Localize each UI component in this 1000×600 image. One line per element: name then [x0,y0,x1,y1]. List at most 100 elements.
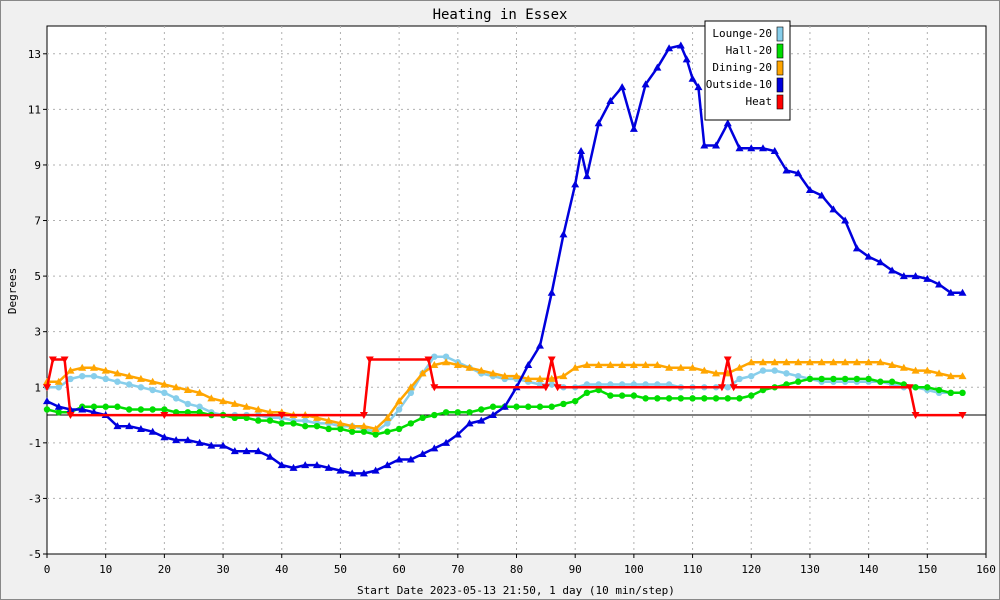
data-point [418,369,427,377]
data-point [688,363,697,371]
data-point [770,358,779,366]
data-point [183,386,192,394]
data-point [911,412,920,420]
data-point [230,447,239,455]
data-point [841,358,850,366]
data-point [101,366,110,374]
x-tick-label: 70 [451,563,464,576]
series-heat [43,356,967,420]
data-point [688,74,697,82]
data-point [841,375,849,383]
data-point [724,395,731,402]
data-point [430,361,439,369]
data-point [348,428,356,435]
y-tick-label: 11 [28,103,41,116]
data-point [336,466,345,474]
data-point [172,395,180,402]
data-point [406,383,415,391]
data-point [689,395,696,402]
data-point [899,272,908,280]
data-point [905,384,914,392]
data-point [935,280,944,288]
data-point [536,403,544,410]
data-point [553,384,562,392]
data-point [454,409,462,416]
data-point [465,363,474,371]
y-tick-label: 9 [34,159,41,172]
data-point [125,422,134,430]
data-point [547,356,556,364]
data-point [324,416,333,424]
data-point [817,358,826,366]
data-point [583,389,591,397]
data-point [125,406,133,413]
data-point [817,191,826,199]
data-point [618,83,627,91]
data-point [359,422,368,430]
data-point [864,358,873,366]
data-point [172,383,181,391]
data-point [606,361,615,369]
data-point [290,420,297,427]
data-point [818,375,825,383]
y-tick-label: 7 [34,215,41,228]
data-point [923,274,932,282]
data-point [207,394,216,402]
legend-swatch [776,60,784,76]
data-point [677,395,685,402]
data-point [90,372,98,380]
data-point [312,461,321,469]
data-point [500,402,509,410]
x-tick-label: 30 [216,563,229,576]
data-point [407,389,415,397]
data-point [735,144,744,152]
data-point [255,417,262,424]
data-point [629,124,638,132]
data-point [758,144,767,152]
data-point [783,370,790,377]
data-point [571,363,580,371]
data-point [160,433,169,441]
data-point [453,361,462,369]
data-point [665,395,673,402]
data-point [541,384,550,392]
data-point [682,55,691,63]
data-point [313,422,321,430]
data-point [594,119,603,127]
data-point [852,358,861,366]
data-point [571,397,579,405]
data-point [559,230,568,238]
data-point [548,381,555,388]
data-point [577,147,586,155]
data-point [723,119,732,127]
legend-label: Outside-10 [706,78,772,91]
data-point [829,205,838,213]
data-point [431,353,438,360]
data-point [359,412,368,420]
data-point [654,395,661,402]
data-point [431,411,438,419]
data-point [795,378,802,385]
data-point [419,414,426,422]
data-point [136,424,145,432]
data-point [594,361,603,369]
data-point [196,403,203,410]
data-point [723,356,732,364]
data-point [701,395,708,402]
data-point [407,420,415,427]
data-point [242,447,251,455]
y-tick-label: -5 [28,548,41,561]
data-point [384,428,391,435]
x-axis-label: Start Date 2023-05-13 21:50, 1 day (10 m… [357,584,675,597]
data-point [48,356,57,364]
legend-label: Hall-20 [726,44,772,57]
data-point [958,372,967,380]
data-point [653,361,662,369]
data-point [771,367,778,374]
data-point [442,438,451,446]
chart-title: Heating in Essex [433,7,568,23]
data-point [395,425,403,433]
data-point [782,358,791,366]
data-point [266,408,275,416]
